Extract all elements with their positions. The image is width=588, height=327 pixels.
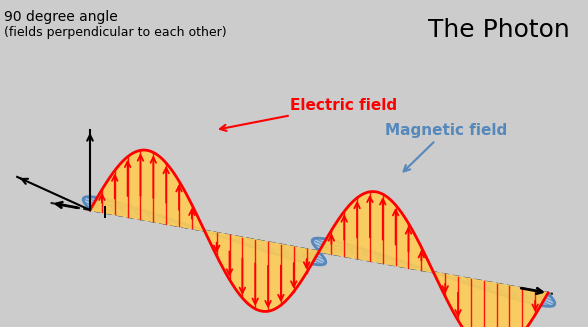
Text: 90 degree angle: 90 degree angle — [4, 10, 118, 24]
Polygon shape — [83, 197, 205, 231]
Polygon shape — [312, 238, 433, 272]
Polygon shape — [319, 192, 433, 272]
Text: The Photon: The Photon — [428, 18, 570, 42]
Polygon shape — [433, 272, 555, 306]
Polygon shape — [433, 272, 548, 327]
Polygon shape — [90, 150, 205, 231]
Text: (fields perpendicular to each other): (fields perpendicular to each other) — [4, 26, 226, 39]
Polygon shape — [205, 231, 319, 311]
Text: Electric field: Electric field — [220, 97, 397, 131]
Text: Magnetic field: Magnetic field — [385, 123, 507, 171]
Polygon shape — [205, 231, 326, 265]
